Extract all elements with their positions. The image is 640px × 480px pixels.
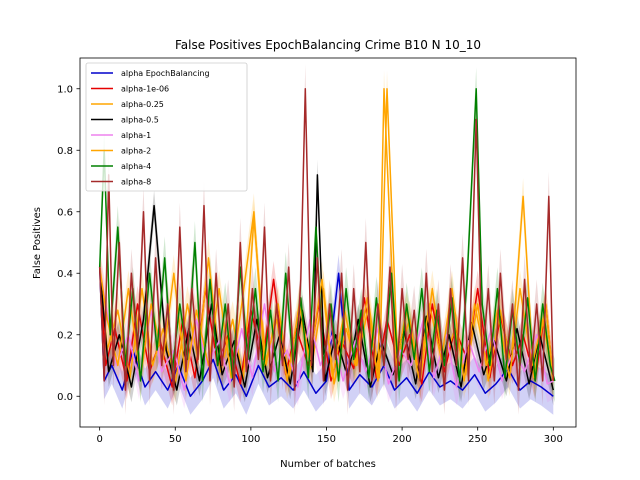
y-tick-label: 0.4 [57, 269, 73, 280]
y-axis-ticks: 0.0 0.2 0.4 0.6 0.8 1.0 [57, 84, 80, 403]
x-tick-label: 150 [317, 434, 336, 445]
legend-entry: alpha EpochBalancing [121, 69, 210, 78]
legend-entry: alpha-0.25 [121, 100, 164, 109]
x-tick-label: 250 [468, 434, 487, 445]
x-tick-label: 100 [241, 434, 260, 445]
legend-entry: alpha-2 [121, 147, 151, 156]
series-line [98, 174, 555, 391]
series-line [98, 267, 554, 398]
plot-area [98, 64, 556, 415]
x-tick-label: 50 [169, 434, 182, 445]
legend-entry: alpha-1 [121, 131, 151, 140]
x-tick-label: 200 [393, 434, 412, 445]
y-tick-label: 0.8 [57, 146, 73, 157]
x-tick-label: 300 [544, 434, 563, 445]
y-axis-label: False Positives [32, 207, 43, 279]
series-lines [98, 88, 556, 398]
x-axis-label: Number of batches [280, 459, 376, 470]
legend: alpha EpochBalancing alpha-1e-06 alpha-0.2… [85, 62, 248, 192]
y-tick-label: 0.0 [57, 392, 73, 403]
legend-entry: alpha-1e-06 [121, 85, 169, 94]
legend-entry: alpha-4 [121, 162, 151, 171]
y-tick-label: 1.0 [57, 84, 73, 95]
y-tick-label: 0.2 [57, 330, 73, 341]
x-axis-ticks: 0 50 100 150 200 250 300 [96, 427, 563, 445]
series-line [98, 267, 555, 388]
legend-entry: alpha-8 [121, 178, 151, 187]
series-band [99, 159, 554, 406]
y-tick-label: 0.6 [57, 207, 73, 218]
x-tick-label: 0 [96, 434, 102, 445]
chart-title: False Positives EpochBalancing Crime B10… [175, 38, 481, 52]
plot-frame [79, 57, 577, 428]
legend-frame [85, 62, 248, 192]
legend-entry: alpha-0.5 [121, 116, 159, 125]
series-line [98, 88, 555, 391]
